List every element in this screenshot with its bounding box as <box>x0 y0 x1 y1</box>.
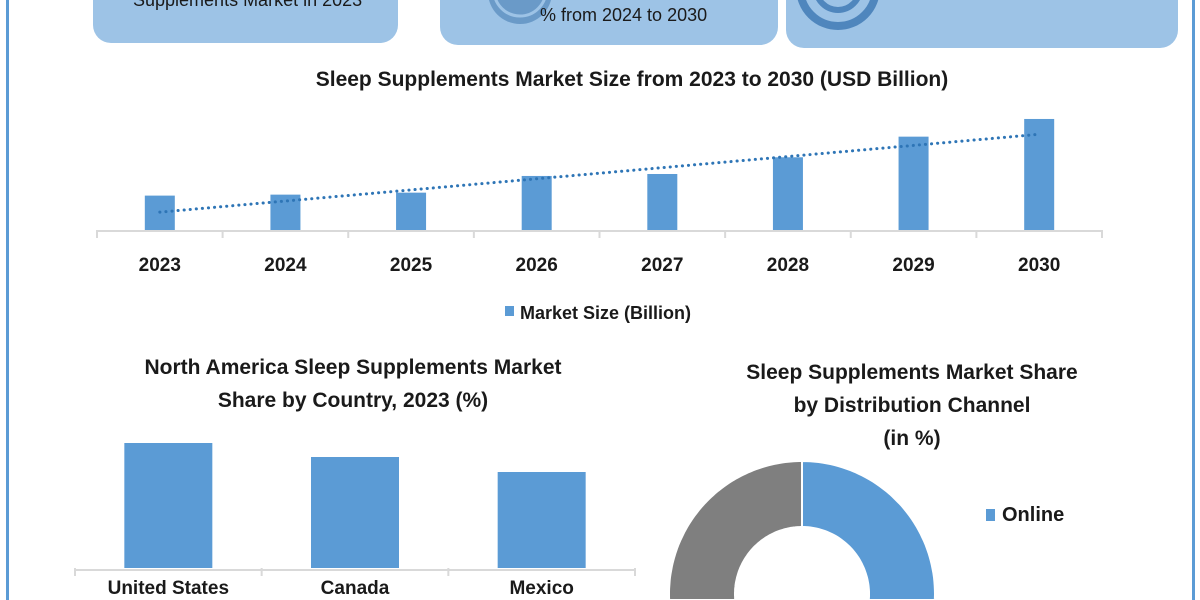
frame-border-right <box>1192 0 1195 600</box>
donut-slice-other <box>668 460 803 600</box>
x-tick-label: 2027 <box>641 255 683 276</box>
x-tick-label: 2025 <box>390 255 433 276</box>
legend-label: Market Size (Billion) <box>520 303 691 323</box>
bar-canada <box>311 457 399 568</box>
country-chart-title: North America Sleep Supplements Market S… <box>60 351 646 417</box>
bar-2025 <box>396 192 427 230</box>
x-tick-label: Mexico <box>509 578 573 599</box>
x-tick-label: 2024 <box>264 255 307 276</box>
x-tick-label: 2028 <box>767 255 809 276</box>
x-tick-label: 2023 <box>139 255 181 276</box>
bar-2026 <box>521 175 552 230</box>
legend-swatch <box>505 306 514 316</box>
x-tick-label: Canada <box>321 578 390 599</box>
target-icon <box>797 0 879 30</box>
stat-card-market-2023: Supplements Market in 2023 <box>93 0 398 43</box>
stat-card-forecast <box>786 0 1178 48</box>
bar-united-states <box>124 443 213 568</box>
bar-2029 <box>898 136 929 230</box>
bar-2024 <box>270 194 301 230</box>
stat-card-text: Supplements Market in 2023 <box>133 0 363 10</box>
bar-2030 <box>1024 118 1055 230</box>
legend-label: Online <box>1002 504 1064 526</box>
target-icon <box>489 0 551 24</box>
bar-mexico <box>497 472 586 568</box>
bar-2027 <box>647 173 678 230</box>
channel-chart-title: Sleep Supplements Market Share by Distri… <box>680 356 1144 455</box>
country-chart-title-line: Share by Country, 2023 (%) <box>217 389 489 412</box>
trendline <box>158 132 1041 214</box>
legend-swatch <box>986 509 995 521</box>
channel-chart-title-line: (in %) <box>883 427 941 450</box>
channel-chart-title-line: Sleep Supplements Market Share <box>746 361 1078 384</box>
x-tick-label: 2026 <box>516 255 558 276</box>
channel-chart-title-line: by Distribution Channel <box>793 394 1031 417</box>
x-tick-label: 2029 <box>892 255 934 276</box>
stat-card-cagr: % from 2024 to 2030 <box>440 0 778 45</box>
bar-2028 <box>772 157 803 230</box>
country-chart-title-line: North America Sleep Supplements Market <box>144 356 562 379</box>
market-size-chart-title: Sleep Supplements Market Size from 2023 … <box>315 68 949 91</box>
stat-card-text: % from 2024 to 2030 <box>540 5 708 25</box>
x-tick-label: 2030 <box>1018 255 1060 276</box>
donut-slice-online <box>723 459 937 600</box>
frame-border-left <box>6 0 9 600</box>
x-tick-label: United States <box>108 578 229 599</box>
